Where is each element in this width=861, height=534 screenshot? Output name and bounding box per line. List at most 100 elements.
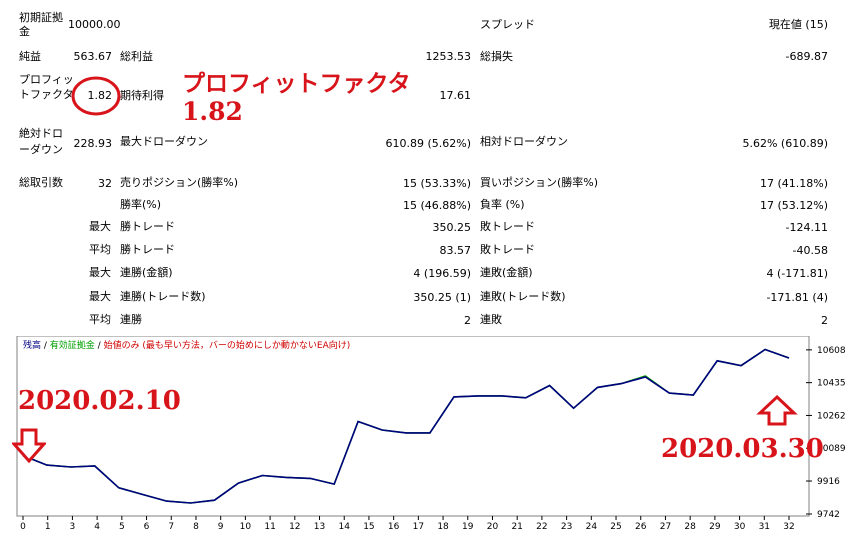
- profit-trades-label: 勝率(%): [120, 198, 162, 211]
- average-profit-label: 勝トレード: [120, 243, 175, 256]
- average-loss-value: -40.58: [792, 244, 828, 257]
- x-tick-label: 3: [70, 522, 76, 531]
- x-tick-label: 24: [586, 522, 598, 531]
- x-tick-label: 15: [363, 522, 374, 531]
- x-tick-label: 26: [635, 522, 647, 531]
- x-tick-label: 17: [413, 522, 424, 531]
- initial-deposit-value: 10000.00: [68, 18, 121, 31]
- long-positions-label: 買いポジション(勝率%): [480, 176, 599, 189]
- avg-consec-wins-value: 2: [464, 314, 471, 327]
- avg-consec-losses-value: 2: [821, 314, 828, 327]
- x-tick-label: 9: [218, 522, 224, 531]
- x-axis: 0 1 3 4 5 6 7 8 9 10 11 12 13 14 15 16 17 18 19 20 21 22 23 24 2…: [20, 516, 795, 532]
- legend-equity: 有効証拠金: [50, 339, 95, 351]
- max-consec-profit-prefix: 最大: [89, 290, 111, 303]
- average-prefix: 平均: [89, 243, 111, 256]
- expected-payoff-value: 17.61: [439, 89, 472, 102]
- largest-loss-label: 敗トレード: [480, 220, 535, 233]
- x-tick-label: 10: [240, 522, 252, 531]
- balance-chart: 残高 / 有効証拠金 / 始値のみ (最も早い方法，バーの始めにしか動かないEA…: [15, 335, 861, 532]
- expected-payoff-label: 期待利得: [120, 89, 164, 102]
- absolute-drawdown-label: 絶対ドローダウン: [19, 127, 63, 156]
- short-positions-value: 15 (53.33%): [402, 177, 471, 190]
- x-tick-label: 7: [168, 522, 174, 531]
- x-tick-label: 0: [20, 522, 26, 531]
- max-consec-wins-value: 4 (196.59): [413, 267, 471, 280]
- x-tick-label: 22: [536, 522, 547, 531]
- x-tick-label: 18: [437, 522, 449, 531]
- max-consec-wins-prefix: 最大: [89, 266, 111, 279]
- legend-balance: 残高: [23, 339, 41, 351]
- gross-loss-value: -689.87: [785, 50, 828, 63]
- y-tick-label: 10608: [817, 346, 846, 356]
- y-tick-label: 9742: [817, 510, 840, 520]
- largest-prefix: 最大: [89, 220, 111, 233]
- relative-drawdown-value: 5.62% (610.89): [742, 137, 828, 150]
- legend-note: 始値のみ (最も早い方法，バーの始めにしか動かないEA向け): [104, 339, 351, 351]
- x-tick-label: 12: [289, 522, 300, 531]
- legend-separator: /: [41, 341, 50, 351]
- net-profit-value: 563.67: [73, 50, 113, 63]
- avg-consec-wins-label: 連勝: [120, 313, 142, 326]
- total-trades-value: 32: [98, 177, 112, 190]
- x-tick-label: 6: [144, 522, 150, 531]
- x-tick-label: 8: [193, 522, 199, 531]
- start-date-annotation: 2020.02.10: [18, 386, 181, 416]
- series-line-balance: [22, 348, 790, 504]
- y-axis: 10608 10435 10262 10089 9916 9742: [806, 346, 846, 520]
- loss-trades-value: 17 (53.12%): [759, 199, 828, 212]
- x-tick-label: 13: [314, 522, 325, 531]
- gross-profit-value: 1253.53: [425, 50, 472, 63]
- average-profit-value: 83.57: [439, 244, 472, 257]
- highlight-circle: [71, 76, 121, 116]
- arrow-up-icon: [756, 394, 798, 426]
- initial-deposit-label: 初期証拠金: [19, 11, 63, 38]
- x-tick-label: 4: [94, 522, 100, 531]
- spread-value: 現在値 (15): [768, 18, 828, 31]
- max-consec-loss-label: 連敗(トレード数): [480, 290, 566, 303]
- arrow-down-icon: [12, 428, 46, 464]
- avg-consec-losses-label: 連敗: [480, 313, 502, 326]
- chart-canvas: 残高 / 有効証拠金 / 始値のみ (最も早い方法，バーの始めにしか動かないEA…: [16, 335, 846, 532]
- max-consec-losses-value: 4 (-171.81): [766, 267, 828, 280]
- largest-loss-value: -124.11: [785, 221, 828, 234]
- end-date-annotation: 2020.03.30: [661, 434, 824, 464]
- y-tick-label: 9916: [817, 477, 840, 487]
- pf-annotation-title: プロフィットファクタ: [182, 71, 411, 97]
- x-tick-label: 21: [511, 522, 522, 531]
- max-consec-profit-value: 350.25 (1): [413, 291, 471, 304]
- long-positions-value: 17 (41.18%): [759, 177, 828, 190]
- x-tick-label: 31: [759, 522, 770, 531]
- x-tick-label: 14: [338, 522, 350, 531]
- pf-annotation-value: 1.82: [182, 97, 243, 126]
- x-tick-label: 1: [45, 522, 51, 531]
- spread-label: スプレッド: [480, 18, 535, 31]
- gross-profit-label: 総利益: [120, 50, 153, 63]
- plot-frame: [16, 335, 810, 517]
- x-tick-label: 28: [684, 522, 696, 531]
- gross-loss-label: 総損失: [480, 50, 513, 63]
- largest-profit-value: 350.25: [432, 221, 472, 234]
- x-tick-label: 16: [388, 522, 400, 531]
- largest-profit-label: 勝トレード: [120, 220, 175, 233]
- short-positions-label: 売りポジション(勝率%): [120, 176, 239, 189]
- maximal-drawdown-label: 最大ドローダウン: [120, 135, 208, 148]
- y-tick-label: 10089: [817, 444, 846, 454]
- max-consec-wins-label: 連勝(金額): [120, 266, 173, 279]
- series-lines: [22, 348, 790, 504]
- max-consec-profit-label: 連勝(トレード数): [120, 290, 206, 303]
- profit-factor-value: 1.82: [87, 89, 113, 102]
- chart-legend: 残高 / 有効証拠金 / 始値のみ (最も早い方法，バーの始めにしか動かないEA…: [23, 339, 350, 351]
- maximal-drawdown-value: 610.89 (5.62%): [385, 137, 471, 150]
- absolute-drawdown-value: 228.93: [73, 137, 113, 150]
- relative-drawdown-label: 相対ドローダウン: [480, 135, 568, 148]
- avg-consec-wins-prefix: 平均: [89, 313, 111, 326]
- profit-factor-label: プロフィットファクタ: [19, 73, 74, 101]
- x-tick-label: 19: [462, 522, 474, 531]
- y-tick-label: 10262: [817, 411, 846, 421]
- x-tick-label: 29: [709, 522, 721, 531]
- x-tick-label: 30: [734, 522, 746, 531]
- max-consec-losses-label: 連敗(金額): [480, 266, 533, 279]
- y-tick-label: 10435: [817, 379, 846, 389]
- legend-separator: /: [95, 341, 104, 351]
